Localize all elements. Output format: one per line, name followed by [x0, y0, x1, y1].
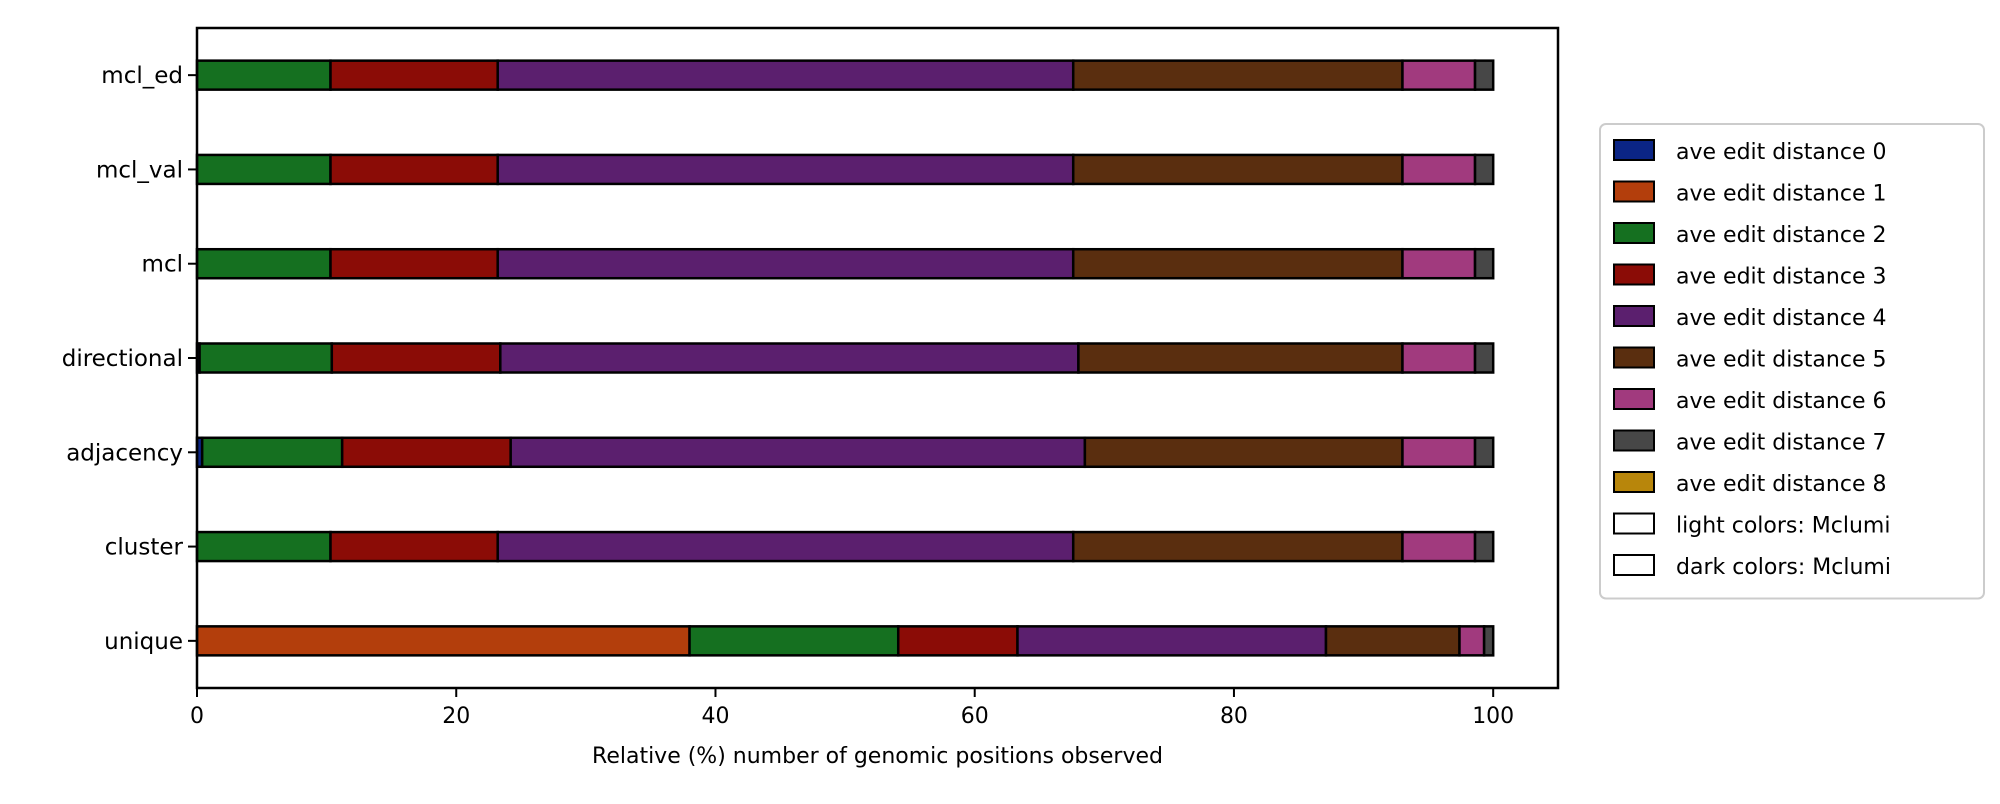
bar-segment-adjacency-series-7 [1473, 436, 1495, 469]
legend-swatch [1613, 180, 1655, 203]
bar-segment-directional-series-5 [1077, 342, 1404, 374]
plot-area [195, 59, 1495, 657]
bar-segment-unique-series-3 [896, 625, 1019, 657]
legend-swatch [1613, 554, 1655, 576]
bar-segment-unique-series-6 [1458, 625, 1486, 657]
legend-label: ave edit distance 3 [1676, 265, 1886, 290]
legend-label: ave edit distance 0 [1676, 140, 1886, 165]
bar-segment-mcl_ed-series-7 [1473, 59, 1495, 91]
bar-segment-mcl-series-7 [1473, 247, 1495, 280]
bar-segment-mcl_ed-series-4 [496, 59, 1075, 91]
legend-swatch [1613, 139, 1655, 161]
bar-segment-mcl_val-series-3 [329, 153, 499, 186]
legend-swatch [1613, 263, 1655, 286]
bar-segment-cluster-series-4 [496, 530, 1075, 563]
x-tick-label: 20 [442, 704, 470, 729]
legend-swatch [1613, 429, 1655, 452]
bar-segment-mcl-series-2 [195, 247, 332, 280]
legend-swatch [1613, 305, 1655, 327]
legend-label: ave edit distance 4 [1676, 306, 1886, 331]
bar-segment-mcl-series-4 [496, 247, 1075, 280]
legend-label: dark colors: Mclumi [1676, 555, 1891, 580]
bar-segment-adjacency-series-4 [509, 436, 1087, 469]
legend-label: ave edit distance 7 [1676, 431, 1886, 456]
bar-segment-mcl_val-series-7 [1473, 153, 1495, 186]
bar-segment-adjacency-series-2 [200, 436, 344, 469]
axes: 0 20 40 60 80 100 unique cluster adjacency direct… [62, 26, 1560, 729]
bar-segment-directional-series-4 [499, 342, 1080, 374]
bar-segment-mcl_val-series-5 [1071, 153, 1404, 186]
bar-segment-directional-series-7 [1473, 342, 1495, 374]
legend: ave edit distance 0 ave edit distance 1 av… [1599, 123, 1985, 600]
legend-label: light colors: Mclumi [1676, 514, 1890, 539]
bar-segment-cluster-series-2 [195, 530, 332, 563]
legend-label: ave edit distance 6 [1676, 389, 1886, 414]
legend-label: ave edit distance 5 [1676, 348, 1886, 373]
bar-segment-mcl_val-series-2 [195, 153, 332, 186]
legend-swatch [1613, 222, 1655, 244]
legend-label: ave edit distance 2 [1676, 223, 1886, 248]
bar-segment-mcl_ed-series-6 [1401, 59, 1477, 91]
y-tick-label: adjacency [66, 440, 183, 466]
x-tick-label: 40 [701, 704, 729, 729]
y-tick-label: mcl_ed [101, 63, 183, 89]
y-tick-label: unique [104, 629, 183, 655]
legend-box [1599, 123, 1985, 600]
bar-segment-mcl-series-3 [329, 247, 499, 280]
bar-segment-unique-series-7 [1482, 625, 1495, 657]
bar-segment-cluster-series-7 [1473, 530, 1495, 563]
legend-label: ave edit distance 8 [1676, 472, 1886, 497]
x-tick-label: 60 [961, 704, 989, 729]
legend-swatch [1613, 471, 1655, 493]
bar-segment-adjacency-series-5 [1083, 436, 1404, 469]
bar-segment-directional-series-3 [330, 342, 502, 374]
bar-segment-directional-series-2 [198, 342, 334, 374]
bar-segment-mcl_ed-series-5 [1071, 59, 1404, 91]
bar-segment-mcl_val-series-6 [1401, 153, 1477, 186]
bar-segment-unique-series-4 [1016, 625, 1328, 657]
bar-segment-mcl_ed-series-2 [195, 59, 332, 91]
x-tick-label: 80 [1220, 704, 1248, 729]
bar-segment-directional-series-6 [1401, 342, 1477, 374]
bar-segment-mcl-series-6 [1401, 247, 1477, 280]
x-tick-label: 0 [190, 704, 204, 729]
legend-swatch [1613, 388, 1655, 410]
bar-segment-mcl_val-series-4 [496, 153, 1075, 186]
legend-swatch [1613, 512, 1655, 535]
bar-segment-cluster-series-3 [329, 530, 499, 563]
bar-segment-mcl-series-5 [1071, 247, 1404, 280]
y-tick-label: directional [62, 346, 183, 372]
bar-segment-cluster-series-6 [1401, 530, 1477, 563]
y-tick-label: mcl_val [96, 157, 183, 183]
x-axis-label: Relative (%) number of genomic positions… [592, 744, 1163, 769]
bar-segment-unique-series-1 [195, 625, 691, 657]
bar-segment-adjacency-series-6 [1401, 436, 1477, 469]
bar-segment-unique-series-5 [1324, 625, 1461, 657]
y-tick-label: cluster [105, 535, 184, 561]
x-tick-label: 100 [1472, 704, 1514, 729]
legend-label: ave edit distance 1 [1676, 182, 1886, 207]
bar-segment-cluster-series-5 [1071, 530, 1404, 563]
bar-segment-adjacency-series-3 [340, 436, 512, 469]
y-tick-label: mcl [142, 252, 183, 278]
legend-swatch [1613, 346, 1655, 369]
bar-segment-mcl_ed-series-3 [329, 59, 499, 91]
bar-segment-unique-series-2 [688, 625, 900, 657]
